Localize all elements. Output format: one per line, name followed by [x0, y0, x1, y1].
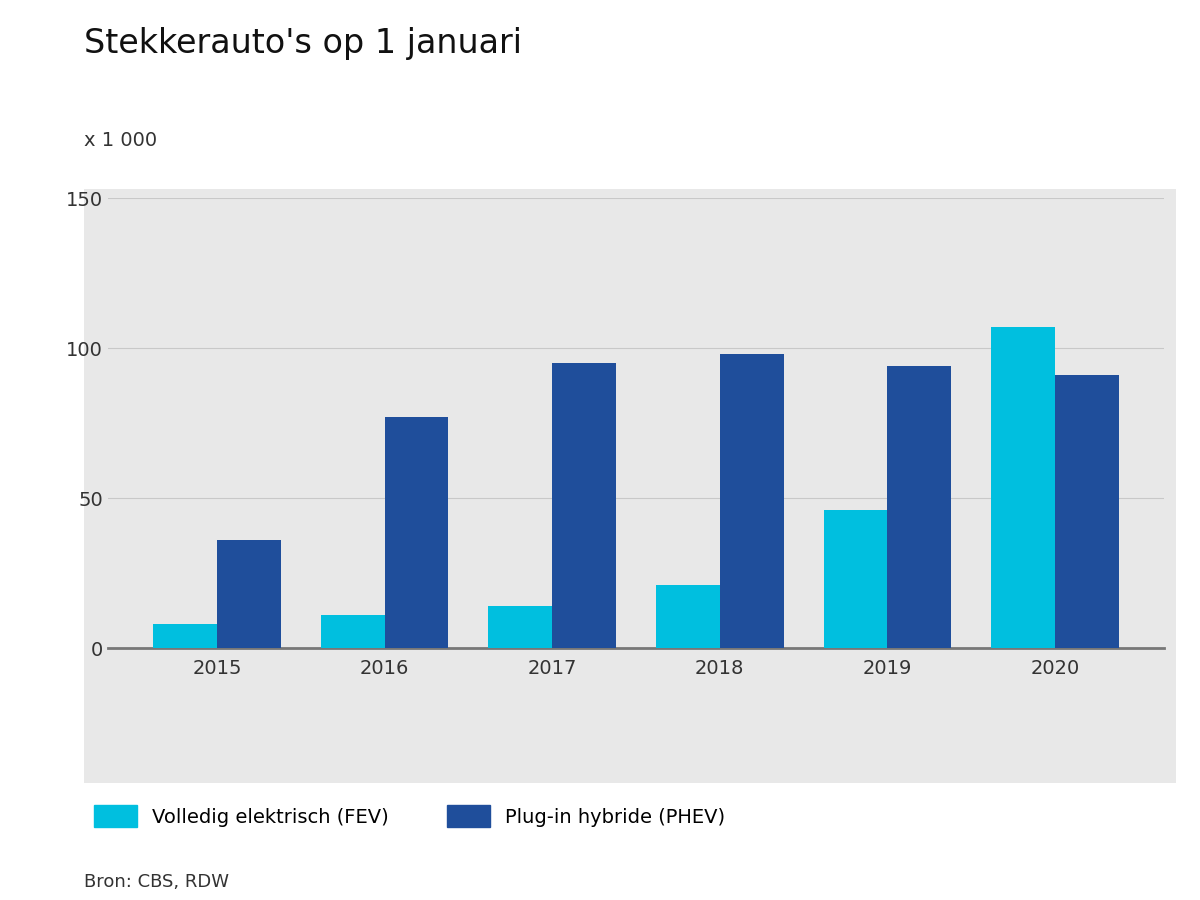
Bar: [384, 417, 449, 648]
Legend: Volledig elektrisch (FEV), Plug-in hybride (PHEV): Volledig elektrisch (FEV), Plug-in hybri…: [94, 805, 726, 827]
Bar: [154, 624, 217, 648]
Bar: [991, 327, 1055, 648]
Bar: [823, 510, 888, 648]
Bar: [1055, 375, 1118, 648]
Bar: [552, 363, 616, 648]
Text: x 1 000: x 1 000: [84, 130, 157, 149]
Text: Stekkerauto's op 1 januari: Stekkerauto's op 1 januari: [84, 27, 522, 60]
Bar: [217, 540, 281, 648]
Text: Bron: CBS, RDW: Bron: CBS, RDW: [84, 873, 229, 891]
Bar: [888, 366, 952, 648]
Bar: [656, 585, 720, 648]
Bar: [720, 354, 784, 648]
Bar: [320, 615, 384, 648]
Bar: [488, 606, 552, 648]
